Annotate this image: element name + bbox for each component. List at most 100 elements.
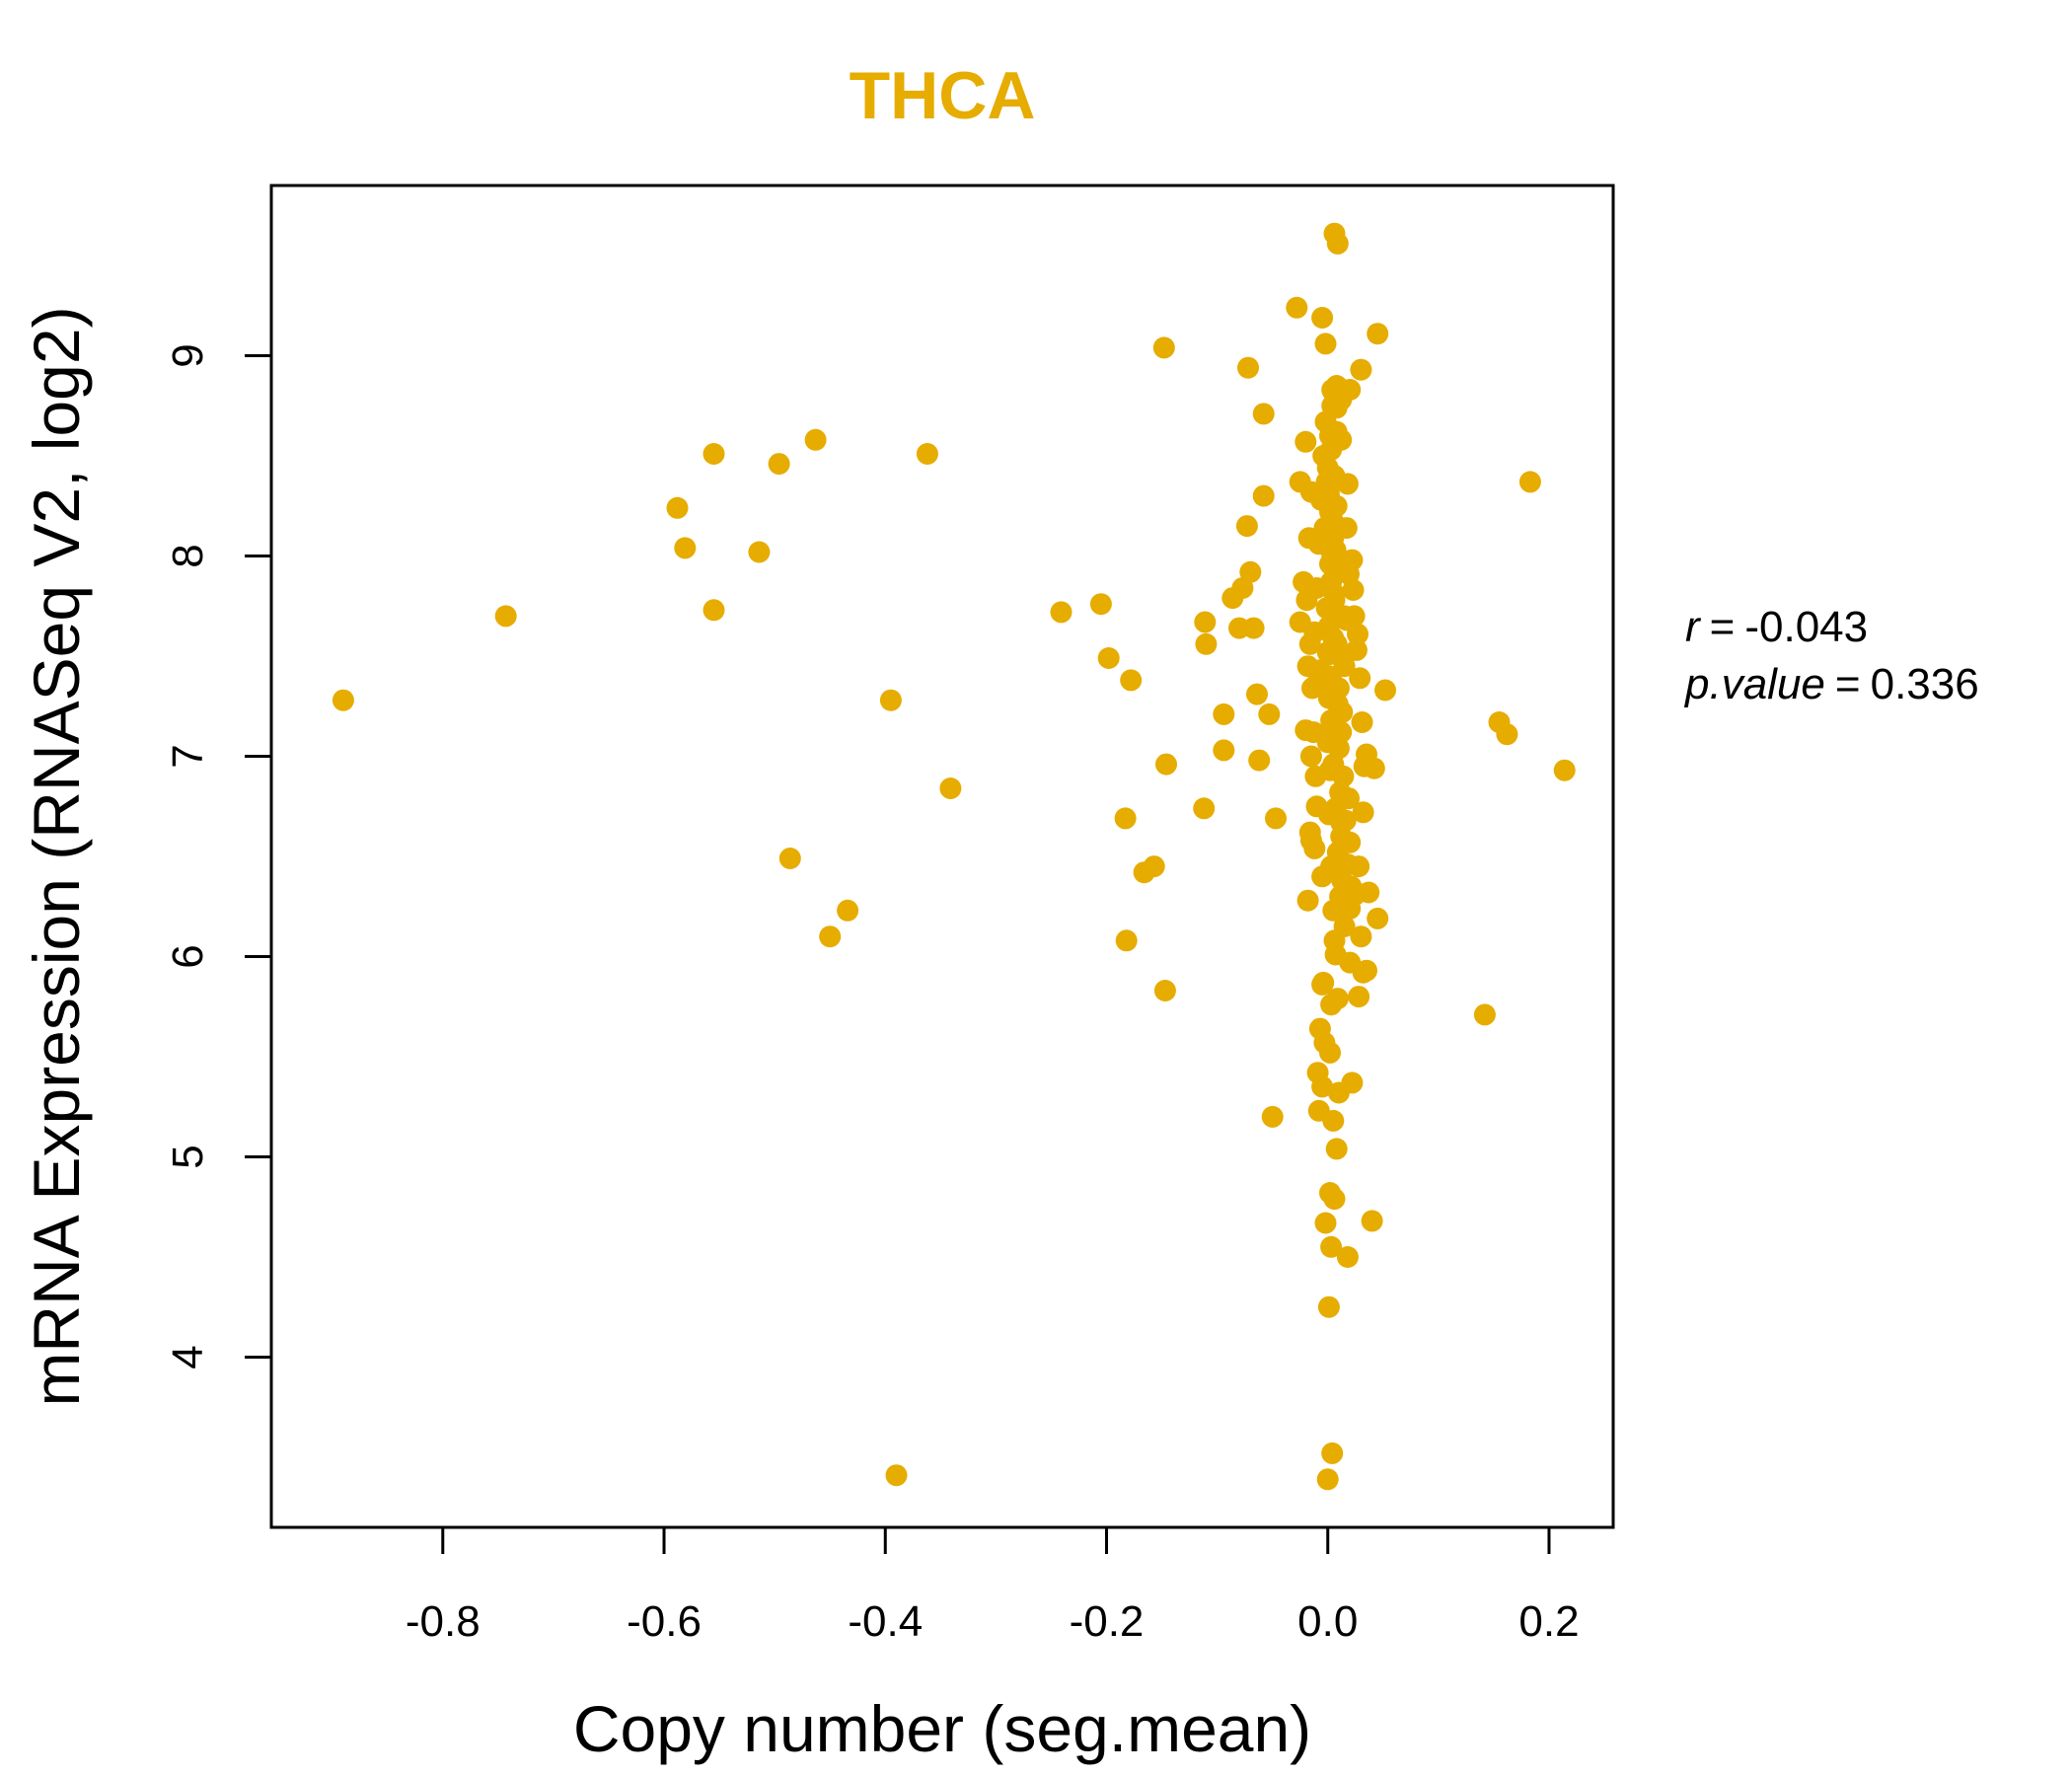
data-point	[1152, 336, 1175, 359]
data-point	[1351, 711, 1373, 733]
data-point	[1316, 1468, 1339, 1491]
data-point	[1298, 632, 1321, 655]
data-point	[1097, 647, 1120, 669]
data-point	[1246, 683, 1268, 705]
data-point	[1338, 787, 1360, 810]
x-axis: -0.8 -0.6 -0.4 -0.2 0.0 0.2	[406, 1525, 1580, 1646]
p-equals: =	[1835, 660, 1861, 708]
y-axis-title: mRNA Expression (RNASeq V2, log2)	[20, 306, 93, 1406]
y-tick-label: 8	[164, 544, 212, 567]
data-point	[1342, 579, 1365, 601]
r-equals: =	[1710, 603, 1736, 651]
data-point	[1115, 929, 1138, 952]
data-point	[1553, 759, 1576, 781]
data-point	[1320, 1235, 1343, 1258]
p-statistic: p.value = 0.336	[1683, 660, 1979, 708]
data-point	[1348, 986, 1370, 1008]
data-point	[778, 848, 801, 869]
data-point	[1252, 403, 1275, 425]
x-tick-label: -0.2	[1070, 1597, 1145, 1646]
data-point	[1319, 553, 1341, 575]
data-point	[837, 899, 859, 922]
data-point	[1325, 1138, 1348, 1160]
data-point	[1050, 601, 1073, 624]
data-point	[1301, 677, 1323, 700]
data-point	[1213, 703, 1235, 725]
data-point	[1336, 1246, 1359, 1268]
data-point	[1311, 973, 1334, 996]
r-label: r	[1685, 603, 1702, 651]
data-point	[1155, 753, 1177, 776]
data-point	[1347, 623, 1369, 645]
data-point	[1258, 703, 1281, 725]
data-point	[1153, 980, 1176, 1001]
data-point	[1330, 811, 1353, 834]
data-point	[1248, 749, 1271, 772]
data-point	[1350, 358, 1372, 381]
data-point	[1319, 1041, 1341, 1064]
data-point	[1518, 471, 1541, 493]
plot-frame	[269, 184, 1615, 1529]
data-point	[1242, 617, 1265, 639]
data-point	[332, 689, 354, 711]
data-point	[1193, 797, 1216, 820]
chart-title: THCA	[850, 58, 1036, 133]
data-point	[1143, 855, 1165, 878]
data-point	[703, 599, 725, 622]
data-point	[1120, 669, 1143, 692]
data-point	[1325, 420, 1348, 443]
data-point	[1327, 377, 1350, 399]
p-label: p.value	[1683, 660, 1825, 708]
data-point	[1296, 889, 1319, 912]
data-point	[1314, 1212, 1337, 1234]
data-point	[1322, 899, 1345, 922]
y-axis: 4 5 6 7 8 9	[164, 343, 273, 1369]
data-point	[748, 541, 771, 563]
data-point	[879, 689, 902, 711]
data-point	[1473, 1003, 1496, 1026]
data-point	[1320, 570, 1343, 593]
data-point	[1327, 1081, 1350, 1104]
x-tick-label: -0.4	[848, 1597, 923, 1646]
data-point	[819, 925, 842, 948]
r-statistic: r = -0.043	[1685, 603, 1868, 651]
data-point	[1326, 988, 1349, 1010]
data-point	[1317, 615, 1340, 637]
data-point	[1326, 693, 1349, 715]
y-tick-label: 6	[164, 944, 212, 968]
points-layer	[332, 222, 1576, 1491]
data-point	[1320, 438, 1343, 461]
data-point	[1333, 605, 1356, 628]
data-point	[1316, 641, 1339, 663]
data-point	[1235, 515, 1258, 538]
data-point	[885, 1464, 908, 1487]
data-point	[1350, 925, 1372, 948]
data-point	[703, 443, 725, 465]
data-point	[1321, 509, 1344, 531]
data-point	[1322, 1109, 1345, 1132]
data-point	[1089, 593, 1112, 616]
data-point	[1317, 1295, 1340, 1318]
x-axis-title: Copy number (seg.mean)	[573, 1692, 1311, 1765]
data-point	[666, 496, 689, 519]
y-tick-label: 7	[164, 744, 212, 768]
data-point	[1311, 1075, 1334, 1098]
data-point	[1252, 484, 1275, 507]
x-tick-label: 0.2	[1518, 1597, 1579, 1646]
data-point	[1317, 482, 1340, 505]
data-point	[1340, 875, 1363, 898]
data-point	[1314, 333, 1337, 355]
data-point	[1352, 801, 1374, 824]
data-point	[1237, 356, 1259, 379]
data-point	[1311, 307, 1334, 329]
data-point	[1321, 1442, 1344, 1464]
data-point	[1265, 807, 1287, 830]
data-point	[1327, 737, 1350, 760]
x-tick-label: -0.8	[406, 1597, 481, 1646]
data-point	[768, 453, 790, 476]
data-point	[1299, 745, 1322, 768]
data-point	[1114, 807, 1137, 830]
data-point	[1286, 296, 1308, 319]
y-tick-label: 5	[164, 1145, 212, 1168]
